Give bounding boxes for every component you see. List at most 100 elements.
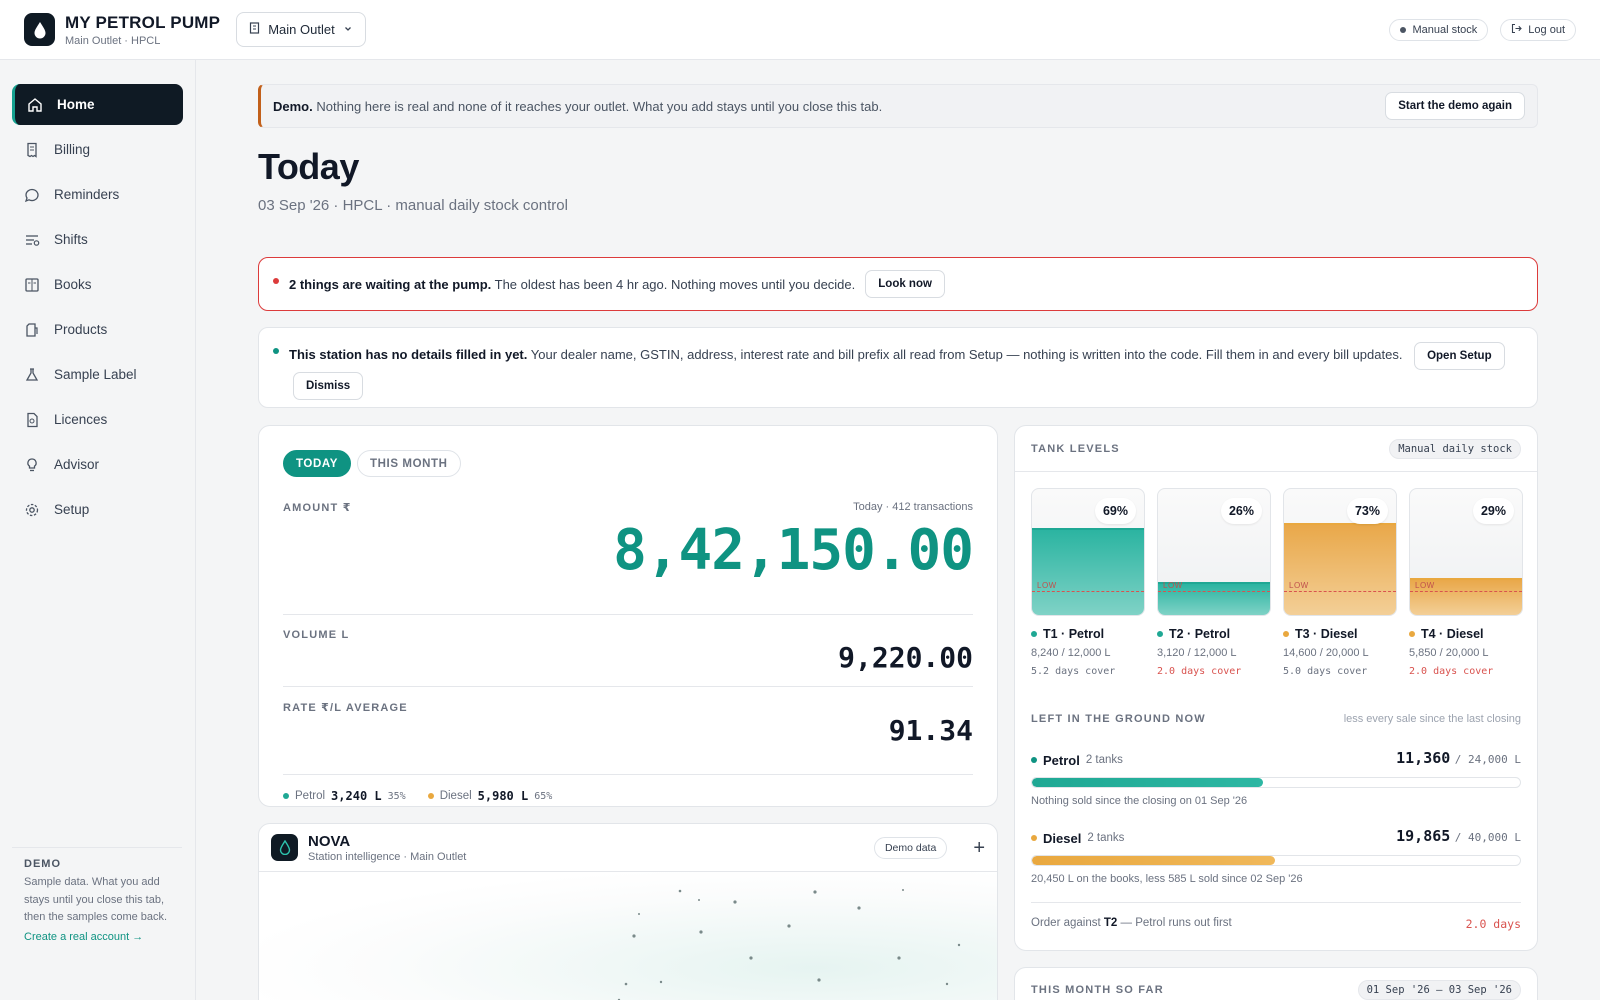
low-threshold-line [1158, 591, 1270, 592]
diesel-ground-value: 19,865 [1396, 827, 1451, 845]
chevron-down-icon [343, 22, 353, 37]
petrol-dot-icon [1031, 757, 1037, 763]
stock-mode-badge: Manual stock [1389, 18, 1489, 41]
tank-percent: 29% [1472, 498, 1514, 524]
nova-card: NOVA Station intelligence · Main Outlet … [258, 823, 998, 1000]
tank-name: T3 · Diesel [1283, 627, 1397, 641]
restart-demo-button[interactable]: Start the demo again [1385, 92, 1525, 120]
tab-today[interactable]: TODAY [283, 450, 351, 477]
sidebar-item-home[interactable]: Home [12, 84, 183, 125]
order-prefix: Order against [1031, 917, 1101, 929]
tab-this-month[interactable]: THIS MONTH [357, 450, 461, 477]
petrol-ground-tanks: 2 tanks [1085, 754, 1123, 766]
tank-name-label: T1 · Petrol [1043, 627, 1105, 641]
logout-label: Log out [1528, 23, 1565, 36]
logout-button[interactable]: Log out [1500, 18, 1576, 41]
pump-alert-message: The oldest has been 4 hr ago. Nothing mo… [494, 276, 856, 292]
sidebar-item-products[interactable]: Products [12, 309, 183, 350]
plus-icon[interactable]: + [973, 836, 985, 859]
sidebar-item-label: Products [54, 322, 108, 337]
tank-1[interactable]: LOW 69% T1 · Petrol 8,240 / 12,000 L 5.2 day… [1031, 488, 1145, 677]
demo-text: Sample data. What you add stays until yo… [24, 876, 168, 923]
sidebar-item-setup[interactable]: Setup [12, 489, 183, 530]
diesel-ground-row: Diesel 2 tanks 19,865 / 40,000 L [1031, 827, 1521, 846]
rate-label: RATE ₹/L AVERAGE [283, 702, 408, 714]
dismiss-button[interactable]: Dismiss [293, 372, 364, 400]
tank-percent: 69% [1094, 498, 1136, 524]
tank-levels-card: TANK LEVELS Manual daily stock LOW 69% T1 … [1014, 425, 1538, 951]
nova-subtitle: Station intelligence · Main Outlet [308, 850, 467, 863]
tank-percent: 73% [1346, 498, 1388, 524]
sidebar-item-licences[interactable]: Licences [12, 399, 183, 440]
diesel-ground-bar-fill [1032, 856, 1275, 865]
tank-fill [1032, 528, 1144, 615]
tank-capacity: 8,240 / 12,000 L [1031, 647, 1111, 659]
nova-logo-icon [271, 834, 298, 861]
tank-level-gauge: LOW 29% [1409, 488, 1523, 616]
sidebar-item-sample-label[interactable]: Sample Label [12, 354, 183, 395]
tank-4[interactable]: LOW 29% T4 · Diesel 5,850 / 20,000 L 2.0 day… [1409, 488, 1523, 677]
shifts-icon [24, 232, 40, 248]
tank-level-gauge: LOW 26% [1157, 488, 1271, 616]
demo-banner-strong: Demo. [273, 98, 313, 114]
notice-message: Your dealer name, GSTIN, address, intere… [530, 347, 1403, 362]
low-threshold-line [1032, 591, 1144, 592]
petrol-ground-row: Petrol 2 tanks 11,360 / 24,000 L [1031, 749, 1521, 768]
sidebar-item-advisor[interactable]: Advisor [12, 444, 183, 485]
nova-header: NOVA Station intelligence · Main Outlet … [259, 824, 997, 872]
setup-notice: This station has no details filled in ye… [258, 327, 1538, 408]
this-month-title: THIS MONTH SO FAR [1031, 984, 1164, 996]
sidebar-item-books[interactable]: Books [12, 264, 183, 305]
gear-icon [24, 502, 40, 518]
tank-name: T2 · Petrol [1157, 627, 1271, 641]
chat-bubble-icon [24, 187, 40, 203]
tank-2[interactable]: LOW 26% T2 · Petrol 3,120 / 12,000 L 2.0 day… [1157, 488, 1271, 677]
tank-grid: LOW 69% T1 · Petrol 8,240 / 12,000 L 5.2 day… [1015, 472, 1537, 677]
order-tank: T2 [1103, 917, 1118, 929]
sidebar-item-billing[interactable]: Billing [12, 129, 183, 170]
look-now-button[interactable]: Look now [865, 270, 945, 298]
notice-dot-icon [273, 348, 279, 354]
tank-days-cover: 5.0 days cover [1283, 666, 1368, 677]
volume-label: VOLUME L [283, 629, 350, 641]
low-threshold-label: LOW [1037, 581, 1057, 590]
sidebar: Home Billing Reminders Shifts Books Products S… [0, 60, 196, 1000]
demo-banner-text: Demo. Nothing here is real and none of i… [273, 99, 882, 114]
low-threshold-line [1284, 591, 1396, 592]
document-icon [24, 412, 40, 428]
main-content: Demo. Nothing here is real and none of i… [258, 60, 1538, 1000]
building-icon [249, 22, 260, 37]
sidebar-item-label: Setup [54, 502, 90, 517]
fuel-can-icon [24, 322, 40, 338]
tank-level-gauge: LOW 69% [1031, 488, 1145, 616]
tank-name-label: T4 · Diesel [1421, 627, 1484, 641]
rate-value: 91.34 [888, 714, 973, 747]
top-bar: MY PETROL PUMP Main Outlet · HPCL Main O… [0, 0, 1600, 60]
lightbulb-icon [24, 457, 40, 473]
open-setup-button[interactable]: Open Setup [1414, 342, 1505, 370]
pump-alert-strong: 2 things are waiting at the pump. [289, 276, 492, 292]
order-suffix: — Petrol runs out first [1120, 917, 1232, 929]
order-days: 2.0 days [1465, 917, 1521, 931]
sidebar-item-reminders[interactable]: Reminders [12, 174, 183, 215]
diesel-ground-name: Diesel [1043, 830, 1082, 846]
demo-data-badge: Demo data [873, 836, 948, 859]
volume-metric: VOLUME L 9,220.00 [283, 615, 973, 687]
ground-note: less every sale since the last closing [1343, 713, 1521, 725]
amount-metric: AMOUNT ₹ Today · 412 transactions 8,42,1… [283, 501, 974, 615]
amount-meta: Today · 412 transactions [853, 501, 973, 513]
sidebar-item-label: Licences [54, 412, 108, 427]
diesel-ground-capacity: / 40,000 L [1454, 831, 1521, 844]
tank-name-label: T2 · Petrol [1169, 627, 1231, 641]
create-account-link[interactable]: Create a real account → [24, 930, 144, 943]
tank-name-label: T3 · Diesel [1295, 627, 1358, 641]
tank-name: T4 · Diesel [1409, 627, 1523, 641]
tank-3[interactable]: LOW 73% T3 · Diesel 14,600 / 20,000 L 5.0 da… [1283, 488, 1397, 677]
sidebar-item-shifts[interactable]: Shifts [12, 219, 183, 260]
fuel-split: Petrol 3,240 L 35% Diesel 5,980 L 65% [283, 789, 973, 803]
diesel-split-pct: 65% [534, 790, 553, 802]
diesel-dot-icon [1409, 631, 1415, 637]
logout-icon [1511, 23, 1523, 37]
outlet-select[interactable]: Main Outlet [236, 12, 366, 47]
period-tabs: TODAY THIS MONTH [283, 450, 973, 477]
